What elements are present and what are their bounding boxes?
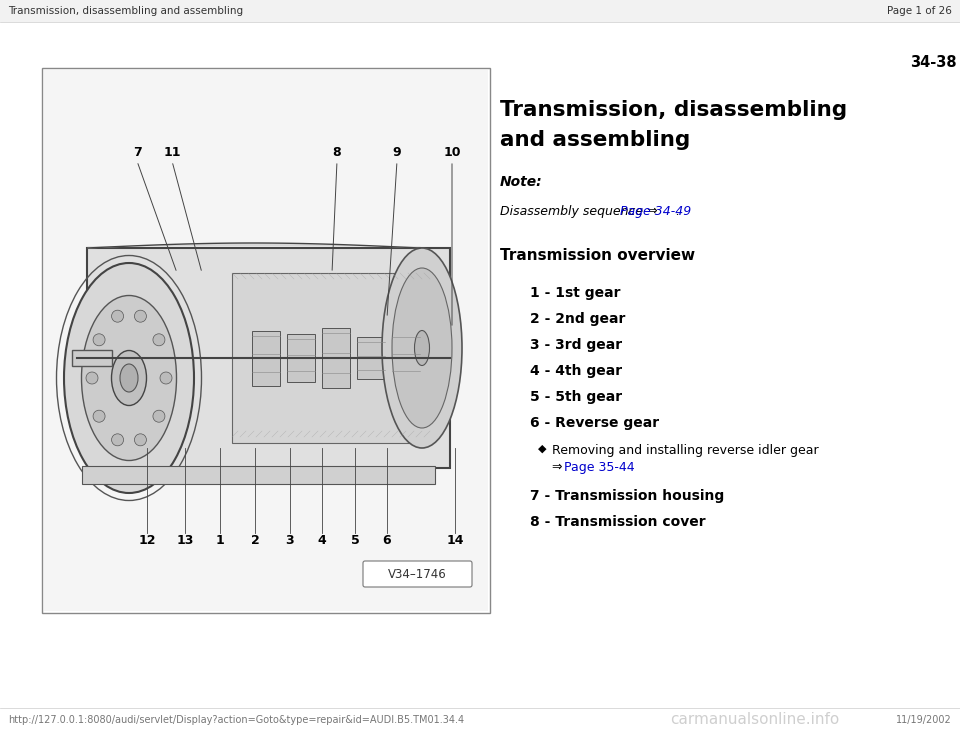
Bar — [252, 331, 280, 386]
Bar — [392, 332, 420, 384]
Ellipse shape — [153, 410, 165, 422]
Text: Page 1 of 26: Page 1 of 26 — [887, 6, 952, 16]
Text: Page 35-44: Page 35-44 — [564, 461, 635, 474]
Bar — [82, 466, 435, 484]
Bar — [287, 334, 315, 382]
Text: and assembling: and assembling — [500, 130, 690, 150]
Text: 34-38: 34-38 — [910, 55, 956, 70]
Ellipse shape — [392, 268, 452, 428]
Text: Disassembly sequence ⇒: Disassembly sequence ⇒ — [500, 205, 661, 218]
Text: Page 34-49: Page 34-49 — [619, 205, 691, 218]
Text: http://127.0.0.1:8080/audi/servlet/Display?action=Goto&type=repair&id=AUDI.B5.TM: http://127.0.0.1:8080/audi/servlet/Displ… — [8, 715, 464, 725]
Ellipse shape — [134, 310, 147, 322]
Text: 9: 9 — [393, 146, 401, 160]
Text: 11: 11 — [163, 146, 180, 160]
Bar — [322, 328, 350, 388]
Text: 3 - 3rd gear: 3 - 3rd gear — [530, 338, 622, 352]
Text: 10: 10 — [444, 146, 461, 160]
Ellipse shape — [86, 372, 98, 384]
FancyBboxPatch shape — [363, 561, 472, 587]
Ellipse shape — [82, 295, 177, 461]
Ellipse shape — [93, 410, 105, 422]
Bar — [0, 0, 960, 22]
Text: carmanualsonline.info: carmanualsonline.info — [670, 712, 839, 727]
Bar — [87, 248, 450, 468]
Bar — [42, 68, 490, 613]
Ellipse shape — [93, 334, 105, 346]
Ellipse shape — [111, 350, 147, 405]
Text: 1 - 1st gear: 1 - 1st gear — [530, 286, 620, 300]
Text: ⇒: ⇒ — [552, 461, 566, 474]
Text: 14: 14 — [446, 534, 464, 548]
Text: 7 - Transmission housing: 7 - Transmission housing — [530, 489, 724, 503]
Ellipse shape — [64, 263, 194, 493]
Text: Transmission overview: Transmission overview — [500, 248, 695, 263]
Text: Transmission, disassembling and assembling: Transmission, disassembling and assembli… — [8, 6, 243, 16]
Text: 2 - 2nd gear: 2 - 2nd gear — [530, 312, 625, 326]
Text: 4: 4 — [318, 534, 326, 548]
Text: 5 - 5th gear: 5 - 5th gear — [530, 390, 622, 404]
Bar — [72, 350, 112, 366]
Ellipse shape — [111, 434, 124, 446]
Text: 12: 12 — [138, 534, 156, 548]
Ellipse shape — [120, 364, 138, 392]
Text: 8 - Transmission cover: 8 - Transmission cover — [530, 515, 706, 529]
Text: 8: 8 — [333, 146, 342, 160]
Ellipse shape — [382, 248, 462, 448]
Ellipse shape — [111, 310, 124, 322]
Text: 7: 7 — [132, 146, 141, 160]
Bar — [232, 273, 430, 443]
Text: 2: 2 — [251, 534, 259, 548]
Text: 11/19/2002: 11/19/2002 — [897, 715, 952, 725]
Text: 1: 1 — [216, 534, 225, 548]
Ellipse shape — [134, 434, 147, 446]
Text: .: . — [672, 205, 680, 218]
Text: Removing and installing reverse idler gear: Removing and installing reverse idler ge… — [552, 444, 819, 457]
Text: 6 - Reverse gear: 6 - Reverse gear — [530, 416, 660, 430]
Ellipse shape — [160, 372, 172, 384]
Text: 6: 6 — [383, 534, 392, 548]
Ellipse shape — [153, 334, 165, 346]
Bar — [357, 337, 385, 379]
Text: 5: 5 — [350, 534, 359, 548]
Text: 4 - 4th gear: 4 - 4th gear — [530, 364, 622, 378]
Text: 13: 13 — [177, 534, 194, 548]
Text: 3: 3 — [286, 534, 295, 548]
Text: V34–1746: V34–1746 — [388, 568, 446, 580]
Ellipse shape — [415, 330, 429, 366]
Text: ◆: ◆ — [538, 444, 546, 454]
Bar — [44, 70, 488, 611]
Text: Note:: Note: — [500, 175, 542, 189]
Text: Transmission, disassembling: Transmission, disassembling — [500, 100, 847, 120]
